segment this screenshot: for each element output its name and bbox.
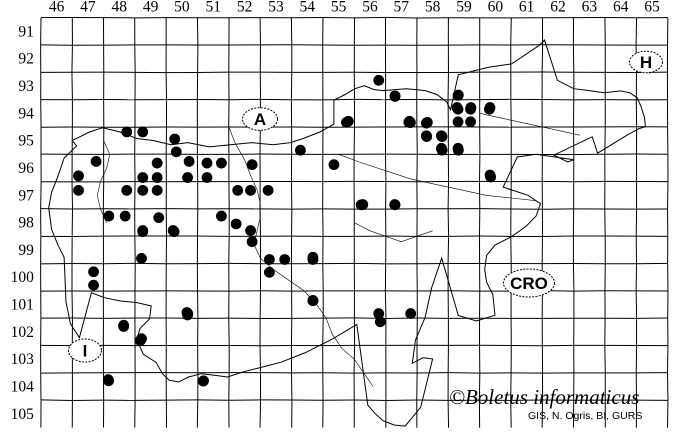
svg-text:61: 61	[519, 0, 535, 16]
svg-text:57: 57	[394, 0, 410, 16]
svg-text:48: 48	[112, 0, 128, 16]
svg-text:H: H	[640, 53, 652, 72]
svg-text:59: 59	[456, 0, 472, 16]
svg-text:53: 53	[268, 0, 284, 16]
svg-text:92: 92	[18, 51, 34, 68]
svg-text:56: 56	[362, 0, 378, 16]
svg-text:CRO: CRO	[510, 274, 548, 293]
svg-text:102: 102	[11, 324, 34, 341]
svg-text:65: 65	[644, 0, 660, 16]
svg-text:55: 55	[331, 0, 347, 16]
svg-text:58: 58	[425, 0, 441, 16]
svg-text:101: 101	[11, 297, 34, 314]
svg-text:GIS, N. Ogris, BI, GURS: GIS, N. Ogris, BI, GURS	[528, 410, 642, 422]
svg-text:100: 100	[11, 269, 35, 286]
svg-text:52: 52	[237, 0, 253, 16]
svg-text:54: 54	[300, 0, 316, 16]
svg-text:50: 50	[174, 0, 190, 16]
svg-text:99: 99	[18, 242, 34, 259]
svg-text:91: 91	[18, 23, 34, 40]
svg-text:63: 63	[582, 0, 598, 16]
svg-text:98: 98	[18, 215, 34, 232]
svg-text:97: 97	[18, 187, 34, 204]
svg-text:51: 51	[206, 0, 222, 16]
svg-text:60: 60	[488, 0, 504, 16]
svg-text:47: 47	[80, 0, 96, 16]
svg-text:64: 64	[613, 0, 629, 16]
svg-text:49: 49	[143, 0, 159, 16]
svg-text:96: 96	[18, 160, 34, 177]
svg-text:I: I	[83, 342, 88, 361]
svg-text:A: A	[254, 110, 266, 129]
svg-text:105: 105	[11, 406, 35, 423]
svg-text:93: 93	[18, 78, 34, 95]
svg-text:104: 104	[11, 379, 35, 396]
svg-text:103: 103	[11, 351, 35, 368]
svg-text:95: 95	[18, 133, 34, 150]
svg-text:94: 94	[18, 105, 34, 122]
svg-text:©Boletus informaticus: ©Boletus informaticus	[449, 385, 639, 409]
svg-text:46: 46	[49, 0, 65, 16]
svg-text:62: 62	[550, 0, 566, 16]
